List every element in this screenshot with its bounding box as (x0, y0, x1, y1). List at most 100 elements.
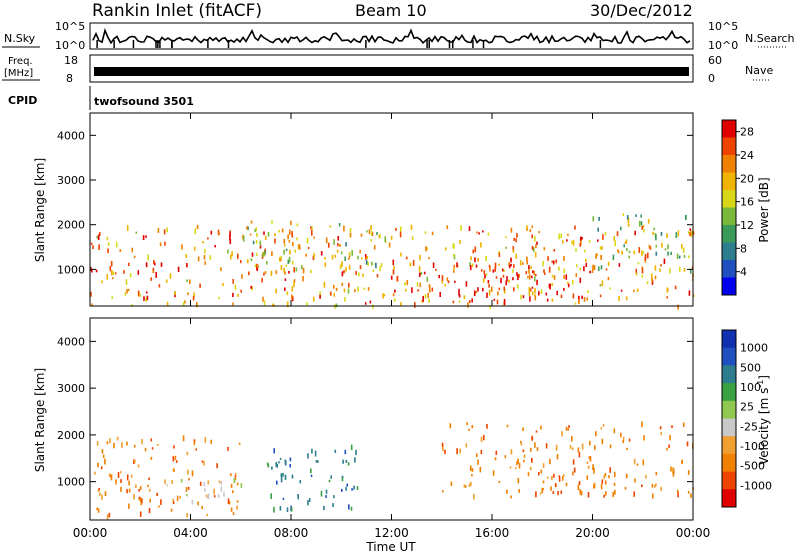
velocity-colorbar-tick-label: 100 (740, 381, 761, 394)
range-gate-cell (635, 214, 637, 217)
range-gate-cell (471, 468, 474, 472)
range-gate-cell (294, 249, 296, 253)
range-gate-cell (586, 475, 589, 480)
range-gate-cell (574, 302, 577, 305)
colorbar-swatch (722, 207, 736, 226)
range-gate-cell (230, 507, 233, 512)
range-gate-cell (287, 259, 290, 264)
range-gate-cell (536, 447, 539, 451)
range-gate-cell (660, 232, 663, 236)
range-gate-cell (580, 236, 582, 241)
range-gate-cell (90, 291, 92, 297)
range-gate-cell (641, 274, 643, 278)
range-gate-cell (677, 304, 679, 310)
x-tick-label: 00:00 (676, 526, 711, 540)
range-gate-cell (534, 287, 536, 294)
range-gate-cell (575, 273, 578, 277)
range-gate-cell (469, 262, 471, 267)
range-gate-cell (597, 239, 599, 242)
range-gate-cell (119, 249, 122, 252)
range-gate-cell (299, 245, 301, 250)
range-gate-cell (154, 262, 156, 266)
range-gate-cell (465, 443, 468, 448)
range-gate-cell (506, 424, 509, 428)
range-gate-cell (577, 484, 580, 491)
range-gate-cell (236, 500, 239, 503)
range-gate-cell (480, 242, 482, 248)
range-gate-cell (646, 281, 649, 285)
range-gate-cell (670, 466, 672, 472)
range-gate-cell (163, 229, 166, 235)
range-gate-cell (276, 463, 278, 468)
range-gate-cell (275, 270, 278, 275)
range-gate-cell (286, 507, 289, 513)
range-gate-cell (659, 426, 662, 430)
range-gate-cell (578, 295, 580, 302)
range-gate-cell (638, 220, 641, 227)
range-gate-cell (522, 449, 525, 453)
range-gate-cell (654, 484, 656, 488)
range-gate-cell (358, 272, 360, 277)
range-gate-cell (651, 278, 653, 283)
range-gate-cell (550, 486, 552, 491)
range-gate-cell (687, 470, 690, 475)
range-gate-cell (495, 450, 498, 455)
range-gate-cell (296, 237, 298, 241)
range-gate-cell (230, 483, 233, 488)
range-gate-cell (227, 249, 229, 254)
range-gate-cell (655, 251, 658, 256)
range-gate-cell (151, 447, 154, 450)
range-gate-cell (323, 505, 325, 511)
range-gate-cell (404, 282, 406, 286)
range-gate-cell (261, 277, 263, 283)
range-gate-cell (549, 458, 551, 465)
range-gate-cell (315, 460, 318, 463)
range-gate-cell (150, 277, 152, 281)
range-gate-cell (681, 459, 683, 465)
range-gate-cell (279, 506, 282, 511)
range-gate-cell (640, 214, 642, 218)
range-gate-cell (347, 462, 350, 466)
range-gate-cell (138, 489, 140, 492)
range-gate-cell (274, 233, 276, 237)
range-gate-cell (641, 225, 643, 230)
range-gate-cell (193, 292, 195, 297)
range-gate-cell (238, 442, 241, 445)
range-gate-cell (97, 508, 100, 513)
range-gate-cell (602, 424, 605, 427)
range-gate-cell (133, 493, 135, 500)
range-gate-cell (522, 262, 524, 265)
range-gate-cell (432, 262, 435, 268)
range-gate-cell (229, 230, 231, 234)
range-gate-cell (323, 281, 326, 288)
range-gate-cell (634, 478, 636, 483)
range-gate-cell (553, 249, 556, 252)
range-gate-cell (317, 460, 319, 463)
range-gate-cell (96, 236, 98, 239)
range-gate-cell (475, 264, 478, 268)
range-gate-cell (600, 254, 602, 260)
range-gate-cell (278, 229, 280, 233)
range-gate-cell (578, 452, 581, 458)
range-gate-cell (516, 284, 519, 289)
range-gate-cell (302, 275, 304, 282)
range-gate-cell (353, 485, 355, 490)
range-gate-cell (612, 491, 614, 498)
range-gate-cell (647, 219, 650, 224)
range-gate-cell (492, 470, 495, 476)
range-gate-cell (477, 258, 479, 262)
range-gate-cell (164, 241, 166, 246)
range-gate-cell (625, 473, 628, 479)
range-gate-cell (349, 228, 352, 233)
range-gate-cell (506, 489, 508, 494)
range-gate-cell (459, 448, 461, 454)
range-gate-cell (579, 243, 581, 247)
range-gate-cell (197, 256, 200, 262)
range-gate-cell (487, 280, 490, 284)
range-gate-cell (498, 263, 500, 266)
range-gate-cell (203, 255, 206, 260)
range-gate-cell (370, 239, 372, 242)
range-gate-cell (230, 473, 232, 477)
range-gate-cell (337, 242, 339, 247)
range-gate-cell (204, 437, 207, 443)
